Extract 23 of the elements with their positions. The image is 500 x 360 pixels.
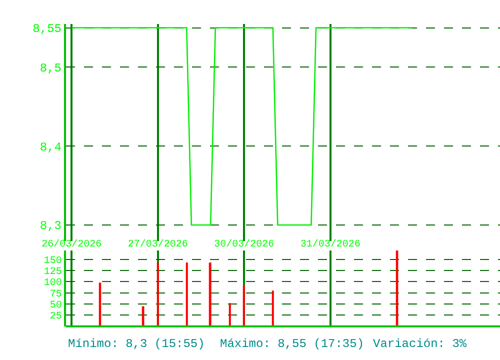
y-tick-label: 150 bbox=[44, 256, 62, 267]
y-tick-label: 8,3 bbox=[40, 219, 62, 234]
x-tick-label: 31/03/2026 bbox=[300, 238, 360, 250]
y-tick-label: 8,5 bbox=[40, 61, 62, 76]
y-tick-label: 125 bbox=[44, 267, 62, 278]
x-tick-label: 30/03/2026 bbox=[214, 238, 274, 250]
y-tick-label: 8,4 bbox=[40, 140, 62, 154]
text: Variación: 3% bbox=[373, 337, 468, 351]
bar bbox=[186, 262, 188, 326]
y-tick-label: 100 bbox=[44, 278, 62, 290]
bar bbox=[208, 262, 212, 326]
y-tick-label: 8,55 bbox=[32, 22, 62, 36]
x-tick-label: 26/03/2026 bbox=[42, 238, 102, 250]
text: Mínimo: 8,3 (15:55) bbox=[68, 337, 205, 351]
bar bbox=[242, 286, 245, 326]
bar bbox=[272, 290, 274, 326]
text: Máximo: 8,55 (17:35) bbox=[220, 337, 364, 351]
y-tick-label: 75 bbox=[50, 289, 62, 300]
y-tick-label: 25 bbox=[50, 312, 62, 323]
x-tick-label: 27/03/2026 bbox=[128, 238, 188, 250]
bar bbox=[156, 262, 159, 326]
bar bbox=[228, 303, 231, 326]
y-tick-label: 50 bbox=[50, 300, 62, 312]
